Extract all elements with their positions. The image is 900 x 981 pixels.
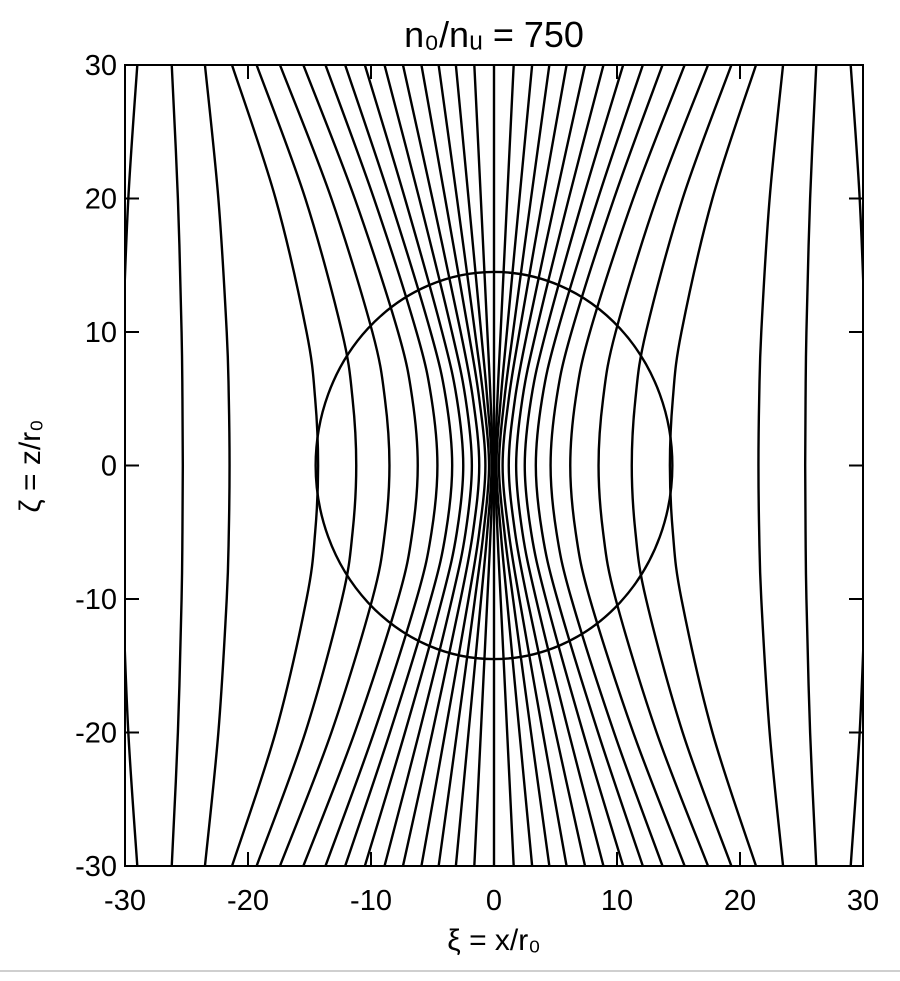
field-line — [534, 65, 644, 866]
y-tick-label: 30 — [85, 50, 117, 82]
field-line — [507, 65, 587, 866]
field-line — [363, 65, 465, 866]
y-axis-label: ζ = z/r₀ — [14, 419, 47, 512]
field-line — [437, 65, 491, 866]
field-line — [230, 65, 320, 866]
circle-boundary — [314, 270, 674, 661]
field-line — [420, 65, 487, 866]
field-line — [401, 65, 481, 866]
x-tick-label: 30 — [847, 885, 879, 917]
field-line — [569, 65, 686, 866]
x-tick-label: 0 — [486, 885, 502, 917]
field-line — [473, 65, 494, 866]
field-line — [849, 65, 863, 866]
y-tick-label: 10 — [85, 317, 117, 349]
y-tick-label: 0 — [101, 451, 117, 483]
field-line — [170, 65, 185, 866]
x-axis-label: ξ = x/r₀ — [447, 924, 540, 957]
field-line — [757, 65, 785, 866]
field-line — [125, 65, 139, 866]
x-tick-label: 20 — [724, 885, 756, 917]
field-line — [514, 65, 605, 866]
field-line — [549, 65, 664, 866]
field-line — [383, 65, 474, 866]
y-tick-label: -20 — [75, 718, 117, 750]
field-line — [803, 65, 818, 866]
field-line — [523, 65, 625, 866]
field-line — [501, 65, 568, 866]
field-line — [278, 65, 391, 866]
y-tick-label: -30 — [75, 851, 117, 883]
field-line — [494, 65, 515, 866]
x-tick-label: -10 — [350, 885, 392, 917]
field-line — [203, 65, 231, 866]
field-line — [497, 65, 551, 866]
x-tick-label: -20 — [227, 885, 269, 917]
field-line — [597, 65, 710, 866]
chart-title: n₀/nᵤ = 750 — [404, 14, 584, 55]
field-line — [668, 65, 758, 866]
field-line — [495, 65, 534, 866]
field-line — [302, 65, 419, 866]
field-line — [454, 65, 493, 866]
y-tick-label: 20 — [85, 184, 117, 216]
x-tick-label: -30 — [104, 885, 146, 917]
field-line — [255, 65, 358, 866]
field-line — [630, 65, 733, 866]
y-tick-label: -10 — [75, 584, 117, 616]
field-line — [324, 65, 439, 866]
x-tick-label: 10 — [601, 885, 633, 917]
field-line — [344, 65, 454, 866]
